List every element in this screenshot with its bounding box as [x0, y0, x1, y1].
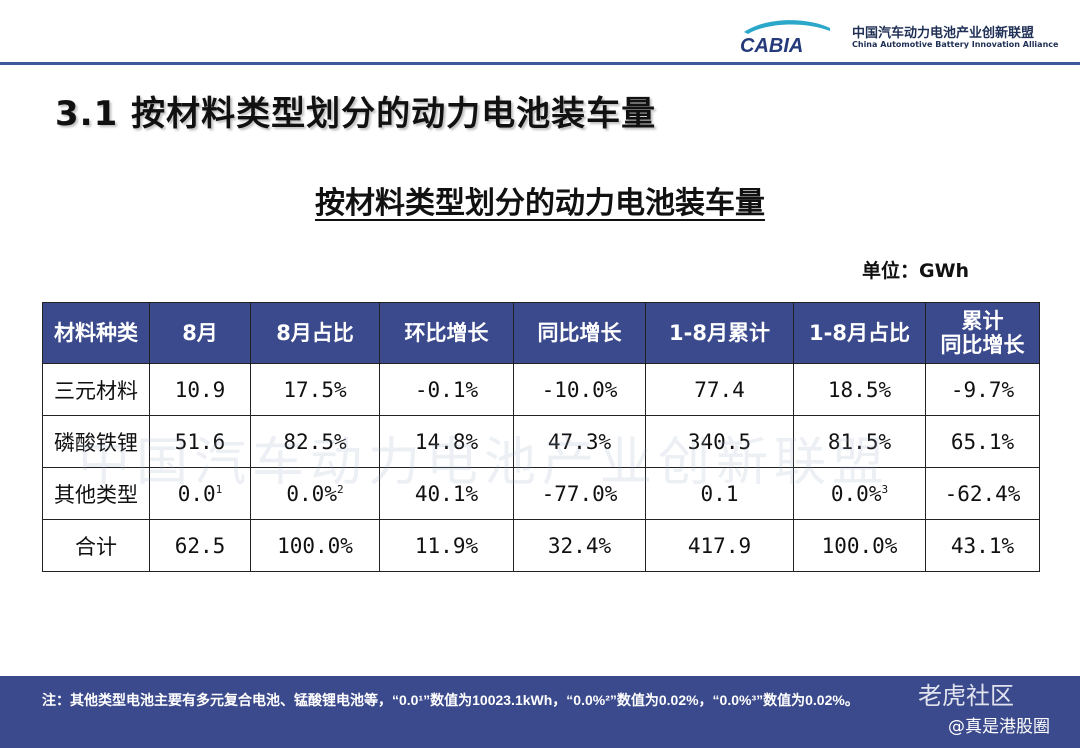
ytd-yoy-cell: 65.1% — [925, 415, 1040, 468]
header-bar: CABIA 中国汽车动力电池产业创新联盟 China Automotive Ba… — [0, 0, 1080, 62]
table-row: 其他类型 0.01 0.0%2 40.1% -77.0% 0.1 0.0%3 -… — [42, 467, 1040, 520]
row-type-cell: 合计 — [42, 519, 150, 572]
col-header-type: 材料种类 — [42, 302, 150, 364]
header-divider — [0, 62, 1080, 65]
col-header-ytd-yoy-line2: 同比增长 — [940, 333, 1025, 357]
aug-share-cell: 82.5% — [250, 415, 380, 468]
unit-label: 单位：GWh — [862, 260, 970, 282]
aug-cell: 10.9 — [149, 363, 251, 416]
community-watermark: 老虎社区 — [918, 682, 1014, 710]
footnote-marker: 3 — [881, 482, 889, 496]
logo-wordmark: CABIA — [740, 35, 803, 56]
page-title: 3.1 按材料类型划分的动力电池装车量 — [55, 94, 657, 134]
col-header-ytd-share: 1-8月占比 — [793, 302, 926, 364]
table-title: 按材料类型划分的动力电池装车量 — [0, 178, 1080, 222]
ytd-yoy-cell: 43.1% — [925, 519, 1040, 572]
org-name-en: China Automotive Battery Innovation Alli… — [852, 40, 1059, 49]
col-header-aug-share: 8月占比 — [250, 302, 380, 364]
ytd-share-cell: 18.5% — [793, 363, 926, 416]
ytd-share-value: 0.0% — [830, 481, 882, 506]
col-header-aug: 8月 — [149, 302, 251, 364]
yoy-cell: 47.3% — [513, 415, 646, 468]
yoy-cell: -77.0% — [513, 467, 646, 520]
cabia-logo: CABIA 中国汽车动力电池产业创新联盟 China Automotive Ba… — [738, 16, 1058, 56]
col-header-yoy: 同比增长 — [513, 302, 646, 364]
col-header-ytd-yoy-line1: 累计 — [961, 308, 1004, 333]
ytd-cell: 77.4 — [645, 363, 794, 416]
mom-cell: 40.1% — [379, 467, 514, 520]
user-watermark: @真是港股圈 — [948, 717, 1050, 737]
aug-cell: 62.5 — [149, 519, 251, 572]
aug-cell: 0.01 — [149, 467, 251, 520]
footnote-text: 注：其他类型电池主要有多元复合电池、锰酸锂电池等，“0.0¹”数值为10023.… — [42, 692, 859, 708]
mom-cell: 11.9% — [379, 519, 514, 572]
table-title-text: 按材料类型划分的动力电池装车量 — [315, 186, 765, 221]
yoy-cell: 32.4% — [513, 519, 646, 572]
org-name-cn: 中国汽车动力电池产业创新联盟 — [852, 26, 1035, 41]
aug-share-cell: 17.5% — [250, 363, 380, 416]
aug-share-cell: 0.0%2 — [250, 467, 380, 520]
car-logo-icon: CABIA — [740, 20, 830, 56]
row-type-cell: 磷酸铁锂 — [42, 415, 150, 468]
aug-value: 0.0 — [177, 481, 216, 506]
ytd-share-cell: 0.0%3 — [793, 467, 926, 520]
ytd-yoy-cell: -9.7% — [925, 363, 1040, 416]
row-type-cell: 三元材料 — [42, 363, 150, 416]
ytd-cell: 340.5 — [645, 415, 794, 468]
col-header-ytd-yoy: 累计 同比增长 — [925, 302, 1040, 364]
ytd-cell: 0.1 — [645, 467, 794, 520]
table-header-row: 材料种类 8月 8月占比 环比增长 同比增长 1-8月累计 1-8月占比 累计 … — [42, 302, 1040, 364]
mom-cell: 14.8% — [379, 415, 514, 468]
aug-cell: 51.6 — [149, 415, 251, 468]
col-header-ytd: 1-8月累计 — [645, 302, 794, 364]
ytd-cell: 417.9 — [645, 519, 794, 572]
aug-share-value: 0.0% — [286, 481, 337, 506]
table-row: 磷酸铁锂 51.6 82.5% 14.8% 47.3% 340.5 81.5% … — [42, 415, 1040, 468]
table-row: 三元材料 10.9 17.5% -0.1% -10.0% 77.4 18.5% … — [42, 363, 1040, 416]
mom-cell: -0.1% — [379, 363, 514, 416]
footer-bar: 注：其他类型电池主要有多元复合电池、锰酸锂电池等，“0.0¹”数值为10023.… — [0, 676, 1080, 748]
ytd-share-cell: 81.5% — [793, 415, 926, 468]
battery-table: 材料种类 8月 8月占比 环比增长 同比增长 1-8月累计 1-8月占比 累计 … — [42, 302, 1040, 572]
row-type-cell: 其他类型 — [42, 467, 150, 520]
footnote-marker: 2 — [336, 482, 344, 496]
aug-share-cell: 100.0% — [250, 519, 380, 572]
yoy-cell: -10.0% — [513, 363, 646, 416]
ytd-share-cell: 100.0% — [793, 519, 926, 572]
col-header-mom: 环比增长 — [379, 302, 514, 364]
table-row-total: 合计 62.5 100.0% 11.9% 32.4% 417.9 100.0% … — [42, 519, 1040, 572]
footnote-marker: 1 — [215, 482, 223, 496]
ytd-yoy-cell: -62.4% — [925, 467, 1040, 520]
